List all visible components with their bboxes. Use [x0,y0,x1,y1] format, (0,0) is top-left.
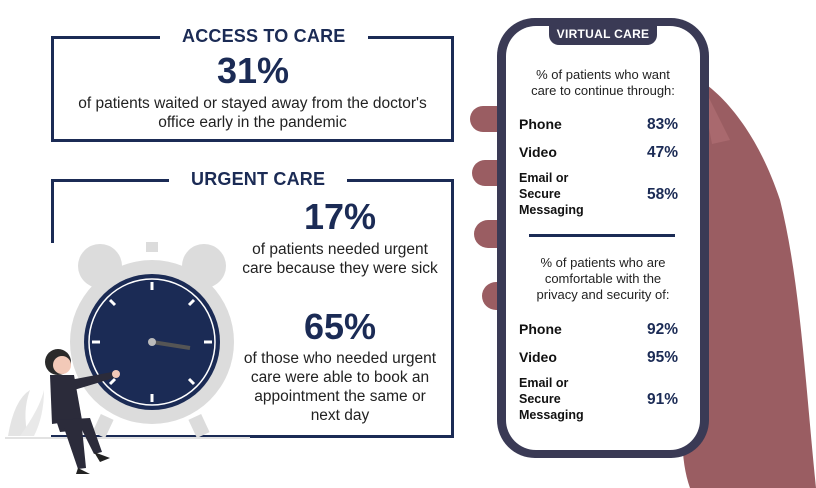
q2-phone-label: Phone [519,321,562,337]
q1-phone-label: Phone [519,116,562,132]
access-desc-line: office early in the pandemic [158,114,347,131]
urgent-desc-line: care were able to book an [250,369,430,386]
urgent-desc-line: of patients needed urgent [252,241,428,258]
label-line: Messaging [519,203,584,217]
q2-video-label: Video [519,349,557,365]
urgent-care-title: URGENT CARE [169,169,348,190]
urgent-care-panel: URGENT CARE [51,169,454,438]
alarm-clock-icon [5,242,250,439]
question-line: care to continue through: [531,83,675,98]
urgent-desc-line: appointment the same or [254,388,426,405]
virtual-care-tab: VIRTUAL CARE [549,23,657,45]
access-stat: 31% [217,50,290,91]
access-description: of patients waited or stayed away from t… [56,94,449,132]
q1-email-value: 58% [646,186,678,203]
q1-email-label: Email or Secure Messaging [519,170,584,218]
q1-video-value: 47% [646,144,678,161]
label-line: Secure [519,187,561,201]
label-line: Secure [519,392,561,406]
q2-video-value: 95% [646,349,678,366]
q2-phone-value: 92% [646,321,678,338]
virtual-question-1: % of patients who want care to continue … [512,67,694,99]
label-line: Email or [519,171,569,185]
phone-divider [529,234,675,237]
urgent-desc-line: next day [310,407,370,424]
urgent-description-2: of those who needed urgent care were abl… [238,349,442,425]
question-line: privacy and security of: [536,287,670,302]
question-line: % of patients who are [540,255,666,270]
access-desc-line: of patients waited or stayed away from t… [78,95,427,112]
virtual-question-2: % of patients who are comfortable with t… [512,255,694,303]
question-line: % of patients who want [536,67,670,82]
access-to-care-panel: ACCESS TO CARE [51,26,454,142]
q2-email-value: 91% [646,391,678,408]
q1-phone-value: 83% [646,116,678,133]
urgent-desc-line: of those who needed urgent [243,350,437,367]
phone-screen [506,26,700,450]
q2-email-label: Email or Secure Messaging [519,375,584,423]
urgent-border-segment [51,179,54,243]
urgent-desc-line: care because they were sick [242,260,438,277]
urgent-stat-1: 17% [304,196,377,237]
access-to-care-title: ACCESS TO CARE [160,26,368,47]
q1-video-label: Video [519,144,557,160]
urgent-description-1: of patients needed urgent care because t… [238,240,442,278]
label-line: Email or [519,376,569,390]
urgent-stat-2: 65% [304,306,377,347]
question-line: comfortable with the [544,271,662,286]
person-illustration [45,349,120,474]
label-line: Messaging [519,408,584,422]
